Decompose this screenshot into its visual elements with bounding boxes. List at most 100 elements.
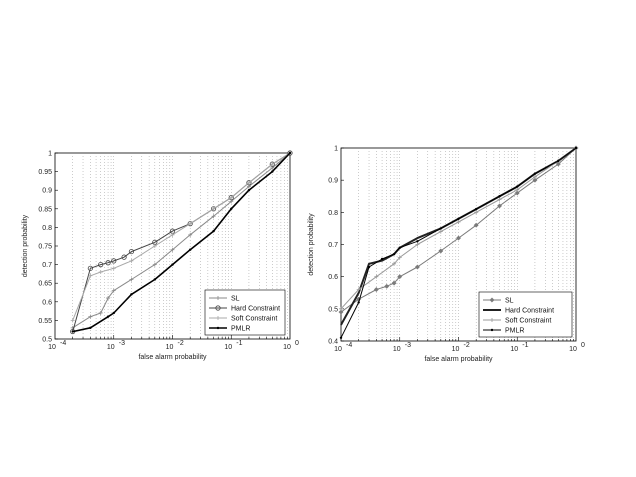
x-tick-exponent: -1 [522,342,528,349]
x-tick-exponent: -2 [464,342,470,349]
y-tick-label: 1 [334,146,338,153]
data-point [490,328,494,332]
data-point [439,227,443,230]
y-tick-label: 0.75 [38,244,52,251]
legend-label: Soft Constraint [231,316,277,323]
data-point [288,151,292,155]
y-tick-label: 0.8 [328,210,338,217]
data-point [152,262,157,267]
data-point [152,244,157,248]
legend-label: Hard Constraint [505,308,554,315]
x-tick-exponent: -4 [346,342,352,349]
x-tick-label: 10 [283,344,291,351]
data-point [230,207,233,210]
data-point [170,247,175,252]
data-point [455,235,462,241]
data-point [367,265,371,269]
data-point [228,195,234,201]
y-tick-label: 1 [48,151,52,158]
x-tick-exponent: -2 [178,340,184,347]
data-point [229,195,234,200]
data-point [392,252,396,256]
legend-label: Hard Constraint [231,306,280,313]
data-point [497,203,503,209]
data-point [105,260,111,266]
x-tick-label: 10 [48,344,56,351]
data-point [188,232,193,237]
data-point [438,229,443,234]
x-tick-exponent: 0 [295,340,299,347]
data-point [212,229,215,233]
data-point [121,254,127,260]
series-sl [338,145,579,315]
data-point [397,274,403,280]
data-point [89,326,92,330]
data-point [106,315,110,318]
x-tick-label: 10 [393,346,401,353]
data-point [457,217,460,220]
x-tick-exponent: 0 [581,342,585,349]
chart-1: 10 -4 10 -3 10 -2 10 -1 10 0 0.5 0.55 0.6 0.65 0.7 0.75… [22,150,299,361]
y-tick-label: 0.6 [42,299,52,306]
data-point [456,219,461,224]
x-tick-exponent: -3 [119,340,125,347]
series-pmlr [339,146,578,339]
data-point [188,221,193,226]
data-point [130,293,133,296]
data-point [129,277,134,282]
data-point [438,248,444,254]
data-point [88,314,93,319]
data-point [98,261,104,268]
data-point [356,287,361,292]
legend: SL Hard Constraint Soft Constraint PMLR [204,289,286,336]
data-point [497,197,502,202]
y-tick-label: 0.7 [328,242,338,249]
data-point [515,187,520,192]
data-point [246,180,251,185]
data-point [88,273,93,278]
data-point [211,214,216,219]
series-soft-constraint [70,151,292,323]
data-point [111,258,117,264]
data-point [287,150,293,156]
y-tick-label: 0.8 [42,225,52,232]
data-point [339,336,343,339]
data-point [247,189,251,192]
data-point [111,288,116,293]
data-point [574,146,578,150]
data-point [473,222,479,228]
data-point [416,240,419,243]
data-point [532,174,537,179]
data-point [211,206,216,211]
data-point [153,278,157,281]
legend-label: SL [231,296,240,303]
data-point [498,195,501,198]
series-line [72,152,291,329]
x-tick-exponent: -3 [405,342,411,349]
data-point [71,330,74,333]
x-tick-exponent: -1 [236,340,242,347]
y-tick-label: 0.6 [328,274,338,281]
legend-label: Soft Constraint [505,318,551,325]
data-point [210,206,217,212]
data-point [216,316,220,320]
data-point [188,248,192,251]
data-point [106,296,111,301]
y-tick-label: 0.65 [38,281,52,288]
data-point [490,318,494,322]
data-point [532,177,538,183]
data-point [474,207,478,211]
data-point [384,283,390,289]
data-point [391,280,397,286]
data-point [98,270,103,275]
y-tick-label: 0.55 [38,318,52,325]
y-axis-label: detection probability [22,214,29,277]
data-point [216,326,220,330]
data-point [397,255,402,260]
y-tick-label: 0.5 [42,337,52,344]
y-tick-label: 0.95 [38,169,52,176]
y-axis-label: detection probability [308,213,315,276]
legend-label: PMLR [231,326,250,333]
data-point [373,286,379,293]
